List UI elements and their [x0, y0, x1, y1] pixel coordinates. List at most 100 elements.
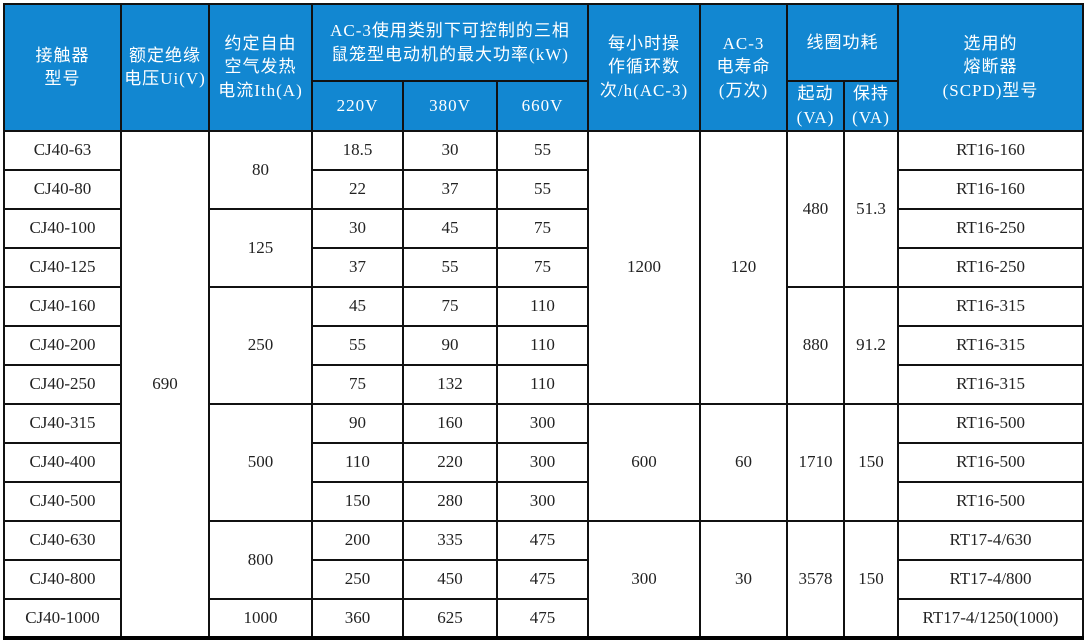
model-cell: CJ40-400 — [3, 441, 122, 483]
col-header-fuse: 选用的 熔断器 (SCPD)型号 — [897, 3, 1085, 132]
contactor-spec-table: 接触器 型号 额定绝缘 电压Ui(V) 约定自由 空气发热 电流Ith(A) A… — [3, 3, 1085, 640]
model-cell: CJ40-1000 — [3, 597, 122, 639]
model-cell: CJ40-630 — [3, 519, 122, 561]
electrical-life-cell: 30 — [699, 519, 789, 639]
fuse-cell: RT16-250 — [897, 246, 1085, 288]
fuse-cell: RT16-250 — [897, 207, 1085, 249]
header-row-sub: 220V 380V 660V 起动 (VA) 保持 (VA) — [4, 80, 1083, 132]
power-220-cell: 22 — [311, 168, 404, 210]
model-cell: CJ40-315 — [3, 402, 122, 444]
table-body: CJ40-63 690 80 18.5 30 55 1200 120 480 5… — [3, 129, 1085, 639]
power-660-cell: 55 — [495, 129, 590, 171]
power-660-cell: 55 — [495, 168, 590, 210]
power-380-cell: 30 — [402, 129, 498, 171]
table-row: CJ40-800 250 450 475 RT17-4/800 — [3, 558, 1085, 600]
col-header-max-power-group: AC-3使用类别下可控制的三相 鼠笼型电动机的最大功率(kW) — [310, 3, 590, 82]
fuse-cell: RT17-4/630 — [897, 519, 1085, 561]
col-header-660v: 660V — [495, 80, 590, 132]
model-cell: CJ40-200 — [3, 324, 122, 366]
thermal-current-cell: 125 — [208, 207, 313, 288]
power-220-cell: 37 — [311, 246, 404, 288]
col-header-380v: 380V — [402, 80, 498, 132]
table-row: CJ40-630 800 200 335 475 300 30 3578 150… — [3, 519, 1085, 639]
table-row: CJ40-200 55 90 110 RT16-315 — [3, 324, 1085, 366]
col-header-coil-hold: 保持 (VA) — [843, 80, 900, 132]
power-380-cell: 335 — [402, 519, 498, 561]
fuse-cell: RT16-315 — [897, 363, 1085, 405]
col-header-electrical-life: AC-3 电寿命 (万次) — [699, 3, 789, 132]
coil-hold-cell: 150 — [843, 519, 900, 639]
power-380-cell: 90 — [402, 324, 498, 366]
table-row: CJ40-250 75 132 110 RT16-315 — [3, 363, 1085, 405]
table-row: CJ40-80 22 37 55 RT16-160 — [3, 168, 1085, 210]
electrical-life-cell: 120 — [699, 129, 789, 405]
power-660-cell: 475 — [495, 519, 590, 561]
fuse-cell: RT16-500 — [897, 402, 1085, 444]
power-660-cell: 300 — [495, 480, 590, 522]
power-380-cell: 220 — [402, 441, 498, 483]
power-660-cell: 110 — [495, 324, 590, 366]
col-header-thermal-current: 约定自由 空气发热 电流Ith(A) — [208, 3, 313, 132]
power-380-cell: 625 — [402, 597, 498, 639]
model-cell: CJ40-250 — [3, 363, 122, 405]
coil-start-cell: 1710 — [786, 402, 846, 522]
power-380-cell: 55 — [402, 246, 498, 288]
coil-start-cell: 480 — [786, 129, 846, 288]
coil-start-cell: 3578 — [786, 519, 846, 639]
header-row-main: 接触器 型号 额定绝缘 电压Ui(V) 约定自由 空气发热 电流Ith(A) A… — [3, 3, 1085, 132]
power-380-cell: 132 — [402, 363, 498, 405]
fuse-cell: RT17-4/800 — [897, 558, 1085, 600]
power-220-cell: 55 — [311, 324, 404, 366]
power-220-cell: 75 — [311, 363, 404, 405]
model-cell: CJ40-63 — [3, 129, 122, 171]
power-220-cell: 110 — [311, 441, 404, 483]
fuse-cell: RT17-4/1250(1000) — [897, 597, 1085, 639]
table-row: CJ40-125 37 55 75 RT16-250 — [3, 246, 1085, 288]
coil-start-cell: 880 — [786, 285, 846, 405]
power-380-cell: 37 — [402, 168, 498, 210]
power-660-cell: 110 — [495, 363, 590, 405]
power-660-cell: 475 — [495, 558, 590, 600]
fuse-cell: RT16-500 — [897, 441, 1085, 483]
power-220-cell: 200 — [311, 519, 404, 561]
power-220-cell: 30 — [311, 207, 404, 249]
power-380-cell: 280 — [402, 480, 498, 522]
table-row: CJ40-63 690 80 18.5 30 55 1200 120 480 5… — [3, 129, 1085, 639]
table-row: CJ40-315 500 90 160 300 600 60 1710 150 … — [3, 402, 1085, 522]
power-220-cell: 90 — [311, 402, 404, 444]
power-380-cell: 160 — [402, 402, 498, 444]
power-660-cell: 475 — [495, 597, 590, 639]
power-220-cell: 18.5 — [311, 129, 404, 171]
coil-hold-cell: 91.2 — [843, 285, 900, 405]
model-cell: CJ40-500 — [3, 480, 122, 522]
fuse-cell: RT16-160 — [897, 129, 1085, 171]
power-220-cell: 45 — [311, 285, 404, 327]
power-220-cell: 250 — [311, 558, 404, 600]
model-cell: CJ40-100 — [3, 207, 122, 249]
power-220-cell: 360 — [311, 597, 404, 639]
fuse-cell: RT16-160 — [897, 168, 1085, 210]
fuse-cell: RT16-315 — [897, 324, 1085, 366]
table-row: CJ40-500 150 280 300 RT16-500 — [3, 480, 1085, 522]
power-220-cell: 150 — [311, 480, 404, 522]
power-660-cell: 75 — [495, 207, 590, 249]
model-cell: CJ40-160 — [3, 285, 122, 327]
col-header-insulation-voltage: 额定绝缘 电压Ui(V) — [120, 3, 210, 132]
fuse-cell: RT16-315 — [897, 285, 1085, 327]
power-660-cell: 300 — [495, 402, 590, 444]
power-660-cell: 300 — [495, 441, 590, 483]
col-header-operations-per-hour: 每小时操 作循环数 次/h(AC-3) — [587, 3, 702, 132]
table-row: CJ40-160 250 45 75 110 880 91.2 RT16-315 — [3, 285, 1085, 405]
operations-cell: 300 — [587, 519, 702, 639]
model-cell: CJ40-125 — [3, 246, 122, 288]
table-row: CJ40-100 125 30 45 75 RT16-250 — [3, 207, 1085, 288]
col-header-model: 接触器 型号 — [3, 3, 122, 132]
power-660-cell: 75 — [495, 246, 590, 288]
col-header-coil-start: 起动 (VA) — [786, 80, 846, 132]
electrical-life-cell: 60 — [699, 402, 789, 522]
col-header-coil-power-group: 线圈功耗 — [786, 3, 900, 82]
fuse-cell: RT16-500 — [897, 480, 1085, 522]
power-380-cell: 45 — [402, 207, 498, 249]
table-row: CJ40-400 110 220 300 RT16-500 — [3, 441, 1085, 483]
